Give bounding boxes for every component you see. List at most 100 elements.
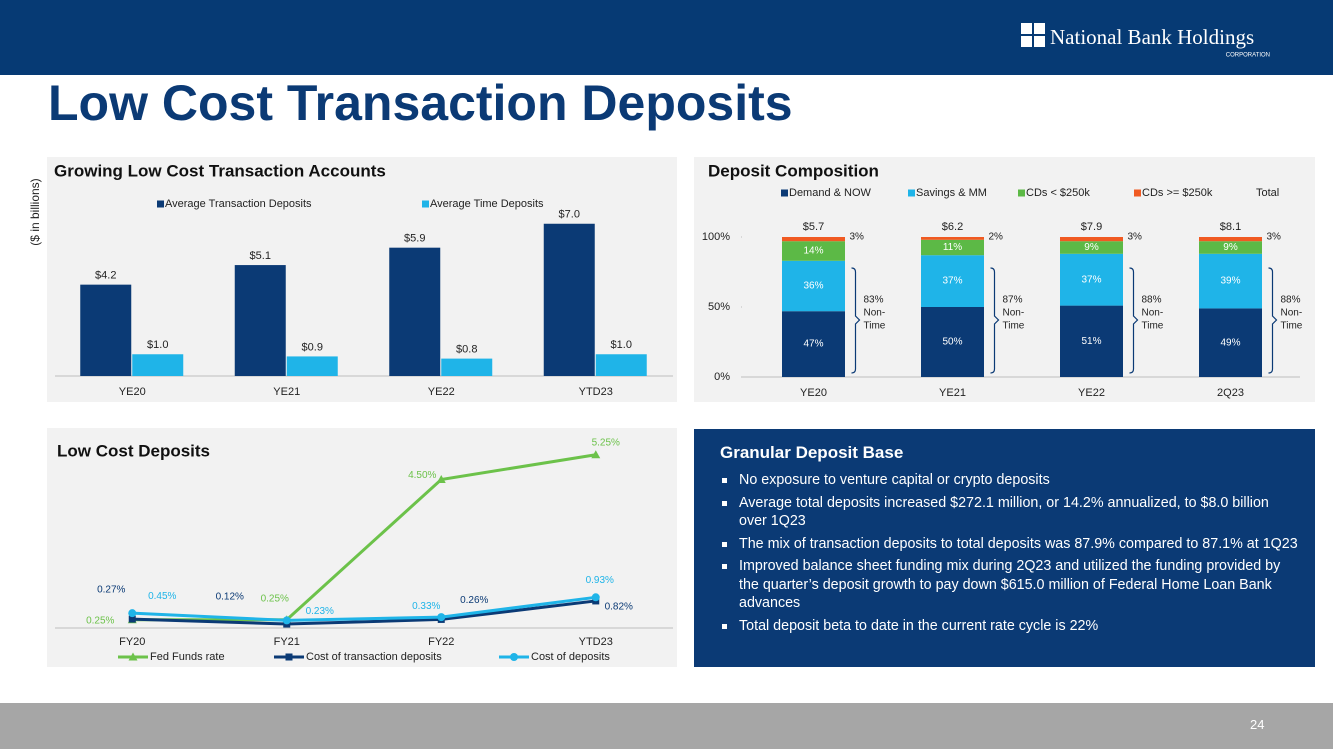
x-tick-label: FY20 bbox=[119, 636, 145, 648]
data-label: 2% bbox=[989, 232, 1004, 243]
data-label: 0.82% bbox=[605, 602, 633, 613]
point-marker bbox=[128, 609, 137, 618]
data-label: $5.1 bbox=[250, 250, 271, 262]
bar-segment bbox=[1060, 241, 1123, 254]
annotation: 88% bbox=[1281, 295, 1301, 306]
y-axis-label: ($ in billions) bbox=[28, 178, 42, 245]
point-marker bbox=[437, 613, 446, 622]
chart-panel bbox=[47, 428, 677, 667]
legend-swatch bbox=[1134, 189, 1141, 197]
x-tick-label: YE21 bbox=[273, 386, 300, 398]
x-tick-label: 2Q23 bbox=[1217, 387, 1244, 399]
legend-swatch bbox=[1018, 189, 1025, 197]
bullet: No exposure to venture capital or crypto… bbox=[722, 471, 1299, 490]
bar bbox=[543, 223, 595, 376]
bar-segment bbox=[1199, 308, 1262, 377]
data-label: $7.0 bbox=[559, 209, 580, 221]
legend-swatch bbox=[908, 189, 915, 197]
bar-segment bbox=[921, 239, 984, 256]
total-label: $6.2 bbox=[942, 221, 963, 233]
bar bbox=[441, 358, 493, 376]
legend-label: Average Time Deposits bbox=[430, 198, 544, 210]
data-label: 50% bbox=[942, 337, 962, 348]
data-label: 49% bbox=[1220, 337, 1240, 348]
x-tick-label: YE22 bbox=[1078, 387, 1105, 399]
bracket bbox=[990, 267, 1000, 374]
legend-label: Fed Funds rate bbox=[150, 651, 225, 663]
bracket bbox=[851, 267, 861, 374]
legend-marker bbox=[285, 653, 293, 661]
data-label: 0.27% bbox=[97, 585, 125, 596]
bar bbox=[286, 356, 338, 376]
annotation: Non- bbox=[1281, 308, 1303, 319]
data-label: 3% bbox=[850, 232, 865, 243]
data-label: $1.0 bbox=[147, 339, 168, 351]
annotation: Non- bbox=[1142, 308, 1164, 319]
bar-segment bbox=[782, 237, 845, 242]
bar-segment bbox=[1060, 237, 1123, 242]
bullet: Average total deposits increased $272.1 … bbox=[722, 494, 1299, 531]
point-marker bbox=[591, 450, 601, 459]
data-label: $0.9 bbox=[302, 341, 323, 353]
x-tick-label: YE20 bbox=[800, 387, 827, 399]
data-label: $1.0 bbox=[611, 339, 632, 351]
data-label: $5.9 bbox=[404, 233, 425, 245]
annotation: 88% bbox=[1142, 295, 1162, 306]
annotation: Non- bbox=[1003, 308, 1025, 319]
bracket bbox=[1129, 267, 1139, 374]
data-label: 5.25% bbox=[592, 437, 620, 448]
x-tick-label: YE21 bbox=[939, 387, 966, 399]
data-label: 0.25% bbox=[261, 593, 289, 604]
legend-marker bbox=[510, 653, 518, 661]
legend-label: Average Transaction Deposits bbox=[165, 198, 312, 210]
annotation: Time bbox=[1281, 321, 1303, 332]
point-marker bbox=[128, 615, 136, 623]
series-line bbox=[132, 599, 596, 626]
bar-segment bbox=[1199, 237, 1262, 242]
logo-icon bbox=[1021, 23, 1045, 47]
bar-segment bbox=[782, 241, 845, 261]
footer-band bbox=[0, 703, 1333, 749]
chart-title: Low Cost Deposits bbox=[57, 441, 210, 460]
data-label: 9% bbox=[1223, 242, 1238, 253]
bar bbox=[389, 247, 441, 376]
y-tick-label: 100% bbox=[702, 231, 730, 243]
bar-segment bbox=[921, 307, 984, 377]
data-label: $4.2 bbox=[95, 270, 116, 282]
bar-segment bbox=[782, 260, 845, 312]
bar-segment bbox=[782, 311, 845, 377]
bullet-list: No exposure to venture capital or crypto… bbox=[720, 471, 1299, 639]
slide-title: Low Cost Transaction Deposits bbox=[48, 75, 793, 131]
bar-segment bbox=[921, 237, 984, 240]
data-label: $0.8 bbox=[456, 344, 477, 356]
data-label: 3% bbox=[1128, 232, 1143, 243]
data-label: 37% bbox=[1081, 274, 1101, 285]
x-tick-label: YTD23 bbox=[579, 636, 613, 648]
chart-title: Deposit Composition bbox=[708, 161, 879, 180]
data-label: 0.26% bbox=[460, 595, 488, 606]
annotation: 87% bbox=[1003, 295, 1023, 306]
data-label: 39% bbox=[1220, 276, 1240, 287]
bar bbox=[595, 354, 647, 376]
data-label: 9% bbox=[1084, 242, 1099, 253]
data-label: 0.12% bbox=[216, 592, 244, 603]
data-label: 47% bbox=[803, 339, 823, 350]
data-label: 0.45% bbox=[148, 591, 176, 602]
series-line bbox=[132, 595, 596, 622]
legend-label: CDs >= $250k bbox=[1142, 187, 1213, 199]
logo-text: National Bank Holdings bbox=[1050, 25, 1254, 49]
header-band bbox=[0, 0, 1333, 75]
bar-segment bbox=[1060, 253, 1123, 306]
legend-swatch bbox=[422, 200, 429, 208]
data-label: 0.93% bbox=[586, 575, 614, 586]
bar bbox=[234, 265, 286, 376]
point-marker bbox=[591, 593, 600, 602]
bracket bbox=[1268, 267, 1278, 374]
series-line bbox=[132, 453, 596, 622]
legend-label: Savings & MM bbox=[916, 187, 987, 199]
bar-segment bbox=[1199, 241, 1262, 254]
point-marker bbox=[282, 616, 291, 625]
annotation: Non- bbox=[864, 308, 886, 319]
